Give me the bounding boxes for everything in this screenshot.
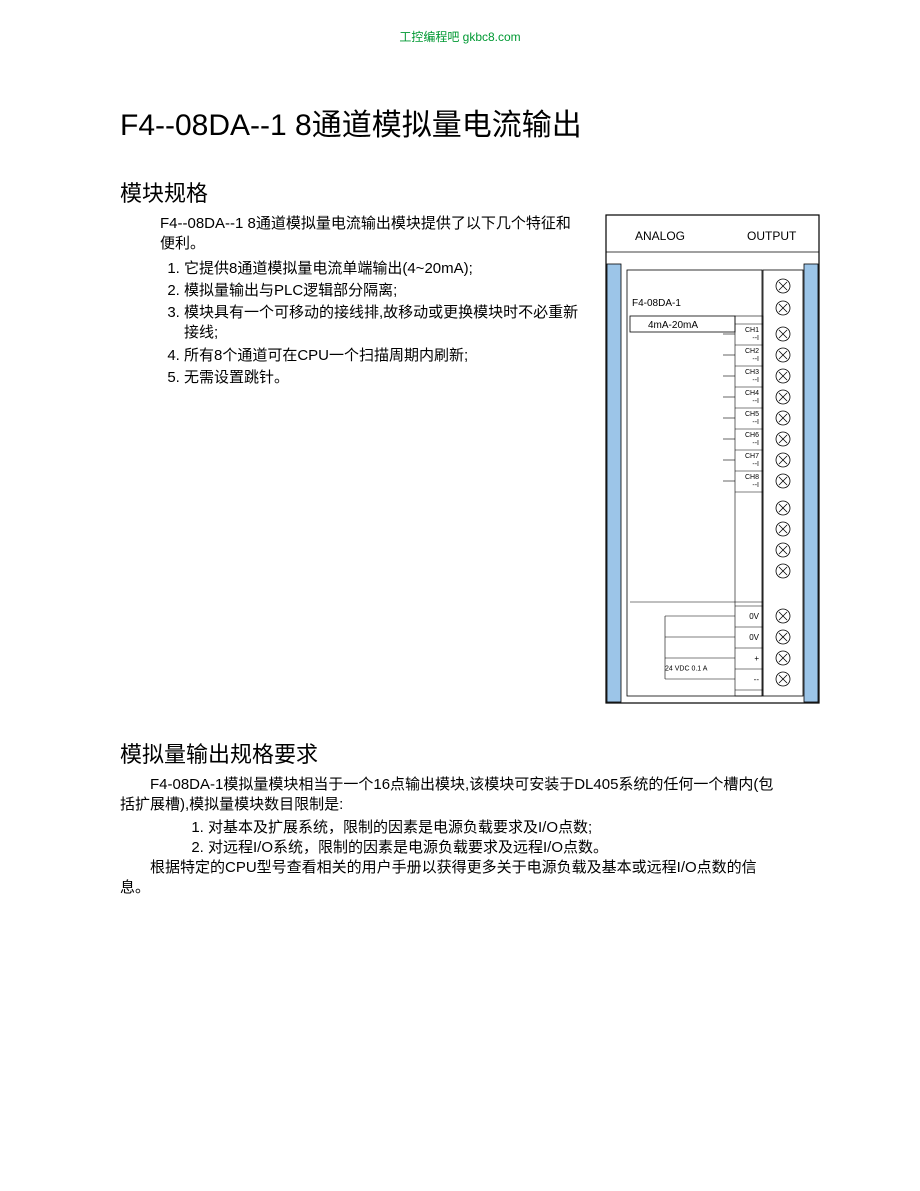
module-svg: ANALOG OUTPUT F4-08DA-1 4mA-20mA CH1--IC… — [605, 214, 820, 704]
svg-text:--I: --I — [752, 440, 759, 447]
svg-text:CH8: CH8 — [745, 474, 759, 481]
section1-intro: F4--08DA--1 8通道模拟量电流输出模块提供了以下几个特征和便利。 — [160, 214, 585, 255]
page-title: F4--08DA--1 8通道模拟量电流输出 — [120, 100, 820, 144]
svg-text:+: + — [754, 654, 759, 663]
section1-list: 它提供8通道模拟量电流单端输出(4~20mA); 模拟量输出与PLC逻辑部分隔离… — [160, 259, 585, 389]
page-content: F4--08DA--1 8通道模拟量电流输出 模块规格 F4--08DA--1 … — [120, 100, 820, 901]
svg-text:0V: 0V — [749, 612, 759, 621]
svg-text:--I: --I — [752, 398, 759, 405]
svg-text:--I: --I — [752, 335, 759, 342]
svg-text:--I: --I — [752, 419, 759, 426]
module-diagram: ANALOG OUTPUT F4-08DA-1 4mA-20mA CH1--IC… — [605, 214, 820, 709]
header-link: 工控编程吧 gkbc8.com — [0, 28, 920, 45]
list-item: 模拟量输出与PLC逻辑部分隔离; — [184, 281, 585, 301]
list-item: 所有8个通道可在CPU一个扫描周期内刷新; — [184, 346, 585, 366]
diagram-range: 4mA-20mA — [648, 320, 698, 331]
svg-text:--I: --I — [752, 377, 759, 384]
list-item: 对远程I/O系统，限制的因素是电源负载要求及远程I/O点数。 — [208, 838, 820, 858]
list-item: 它提供8通道模拟量电流单端输出(4~20mA); — [184, 259, 585, 279]
section2-p2: 根据特定的CPU型号查看相关的用户手册以获得更多关于电源负载及基本或远程I/O点… — [120, 858, 780, 899]
list-item: 对基本及扩展系统，限制的因素是电源负载要求及I/O点数; — [208, 818, 820, 838]
svg-text:CH1: CH1 — [745, 327, 759, 334]
svg-text:--I: --I — [752, 356, 759, 363]
list-item: 模块具有一个可移动的接线排,故移动或更换模块时不必重新接线; — [184, 303, 585, 344]
svg-text:24 VDC 0.1 A: 24 VDC 0.1 A — [665, 666, 708, 673]
svg-text:CH7: CH7 — [745, 453, 759, 460]
section2-list: 对基本及扩展系统，限制的因素是电源负载要求及I/O点数; 对远程I/O系统，限制… — [184, 818, 820, 859]
diagram-label-analog: ANALOG — [635, 229, 685, 243]
svg-text:--I: --I — [752, 461, 759, 468]
svg-text:--I: --I — [752, 482, 759, 489]
svg-text:CH6: CH6 — [745, 432, 759, 439]
list-item: 无需设置跳针。 — [184, 368, 585, 388]
svg-text:CH4: CH4 — [745, 390, 759, 397]
section1-heading: 模块规格 — [120, 176, 820, 208]
diagram-label-output: OUTPUT — [747, 229, 797, 243]
section2-heading: 模拟量输出规格要求 — [120, 737, 820, 769]
svg-text:--: -- — [754, 675, 760, 684]
section1-text: F4--08DA--1 8通道模拟量电流输出模块提供了以下几个特征和便利。 它提… — [160, 214, 585, 390]
svg-text:CH5: CH5 — [745, 411, 759, 418]
section2: 模拟量输出规格要求 F4-08DA-1模拟量模块相当于一个16点输出模块,该模块… — [120, 737, 820, 899]
svg-text:0V: 0V — [749, 633, 759, 642]
diagram-model: F4-08DA-1 — [632, 298, 681, 309]
section2-p1: F4-08DA-1模拟量模块相当于一个16点输出模块,该模块可安装于DL405系… — [120, 775, 780, 816]
svg-text:CH2: CH2 — [745, 348, 759, 355]
svg-text:CH3: CH3 — [745, 369, 759, 376]
